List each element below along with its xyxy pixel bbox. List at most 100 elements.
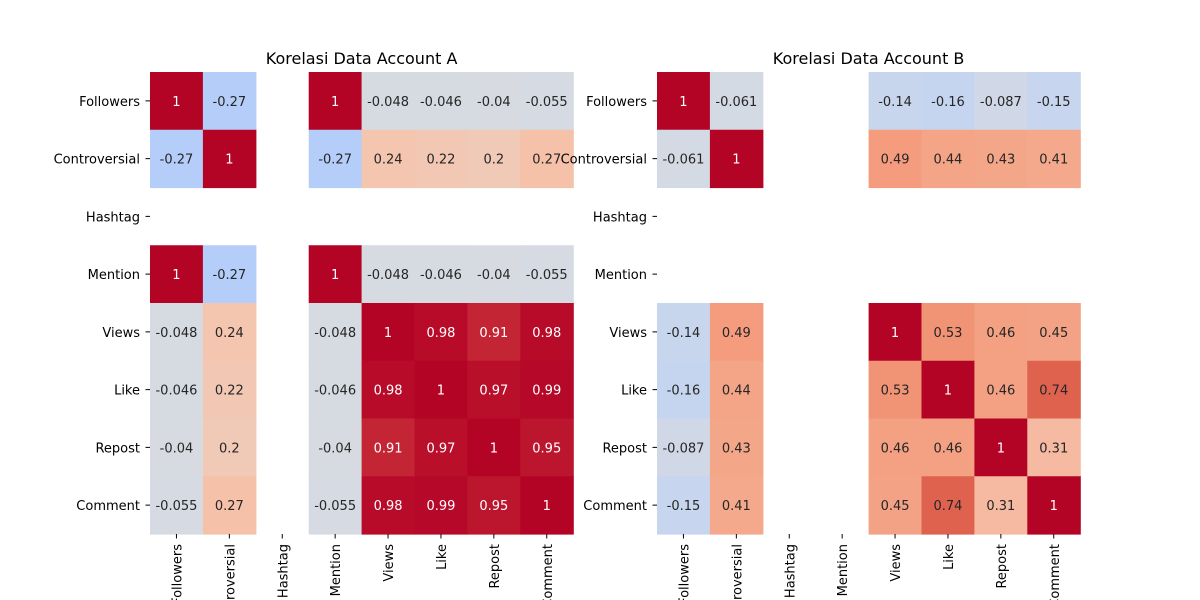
x-tick-label: Comment xyxy=(541,544,556,600)
heatmap-cell xyxy=(361,129,416,189)
heatmap-cell xyxy=(202,129,257,189)
cell-value-label: -0.27 xyxy=(213,95,247,110)
heatmap-cell xyxy=(657,360,711,420)
cell-value-label: 0.98 xyxy=(532,326,561,341)
cell-value-label: -0.14 xyxy=(878,95,912,110)
x-tick-label: Views xyxy=(382,544,397,582)
y-tick-label: Controversial xyxy=(54,153,140,168)
cell-value-label: -0.04 xyxy=(477,268,511,283)
heatmap-cell xyxy=(414,72,468,131)
heatmap-cell xyxy=(657,418,711,477)
heatmap-cell xyxy=(150,129,204,189)
heatmap-cell xyxy=(308,72,363,131)
cell-value-label: 1 xyxy=(331,95,339,110)
cell-value-label: 0.97 xyxy=(426,441,455,456)
heatmap-account-b: 1 -0.061 -0.14 -0.16 -0.087 -0.15 -0.061 1 0.49 0… xyxy=(561,49,1081,600)
cell-value-label: 1 xyxy=(172,268,180,283)
heatmap-cell xyxy=(308,245,363,304)
x-tick-label: Comment xyxy=(1048,544,1063,600)
y-tick-label: Followers xyxy=(586,95,647,110)
heatmap-cell xyxy=(467,418,521,477)
cell-value-label: 0.22 xyxy=(215,384,244,399)
cell-value-label: 1 xyxy=(732,153,740,168)
cell-value-label: -0.048 xyxy=(314,326,356,341)
cell-value-label: 1 xyxy=(172,95,180,110)
cell-value-label: 0.49 xyxy=(881,153,910,168)
heatmap-cell xyxy=(921,72,975,131)
y-tick-label: Repost xyxy=(602,441,647,456)
cell-value-label: 0.99 xyxy=(532,384,561,399)
heatmap-cell xyxy=(921,418,975,477)
heatmap-cell xyxy=(974,418,1028,477)
heatmap-cell xyxy=(308,129,363,189)
heatmap-cell xyxy=(361,245,416,304)
heatmap-cell xyxy=(150,360,204,420)
heatmap-cell xyxy=(921,476,975,535)
heatmap-cell xyxy=(467,72,521,131)
cell-value-label: 1 xyxy=(331,268,339,283)
heatmap-cell xyxy=(414,245,468,304)
cell-value-label: 0.27 xyxy=(215,499,244,514)
cell-value-label: -0.048 xyxy=(367,268,409,283)
x-tick-label: Like xyxy=(942,544,957,570)
cell-value-label: 0.74 xyxy=(1039,384,1068,399)
x-tick-label: Mention xyxy=(836,544,851,596)
heatmap-cell xyxy=(150,245,204,304)
cell-value-label: -0.04 xyxy=(318,441,352,456)
heatmap-cell xyxy=(974,476,1028,535)
y-tick-label: Like xyxy=(621,384,647,399)
cell-value-label: 0.24 xyxy=(374,153,403,168)
cell-value-label: -0.27 xyxy=(160,153,194,168)
y-tick-label: Mention xyxy=(595,268,647,283)
cell-value-label: 1 xyxy=(891,326,899,341)
heatmap-cell xyxy=(202,418,257,477)
heatmap-cell xyxy=(467,303,521,362)
cell-value-label: 0.98 xyxy=(374,384,403,399)
cell-value-label: 0.98 xyxy=(426,326,455,341)
chart-title: Korelasi Data Account B xyxy=(773,49,965,68)
heatmap-cell xyxy=(414,303,468,362)
cell-value-label: 0.95 xyxy=(532,441,561,456)
heatmap-cell xyxy=(1027,360,1081,420)
heatmap-cell xyxy=(308,303,363,362)
heatmap-cell xyxy=(414,129,468,189)
cell-value-label: 0.41 xyxy=(1039,153,1068,168)
y-tick-label: Hashtag xyxy=(86,210,140,225)
chart-title: Korelasi Data Account A xyxy=(266,49,458,68)
heatmap-cell xyxy=(974,303,1028,362)
cell-value-label: 0.31 xyxy=(986,499,1015,514)
cell-value-label: 0.44 xyxy=(722,384,751,399)
y-tick-label: Followers xyxy=(79,95,140,110)
heatmap-cell xyxy=(520,418,574,477)
y-tick-label: Hashtag xyxy=(593,210,647,225)
cell-value-label: 1 xyxy=(1050,499,1058,514)
heatmap-cell xyxy=(1027,476,1081,535)
heatmap-cell xyxy=(974,360,1028,420)
heatmap-cell xyxy=(657,303,711,362)
heatmap-cell xyxy=(868,129,923,189)
x-tick-label: Hashtag xyxy=(783,544,798,598)
cell-value-label: 0.27 xyxy=(532,153,561,168)
cell-value-label: -0.055 xyxy=(314,499,356,514)
cell-value-label: 1 xyxy=(437,384,445,399)
heatmap-cell xyxy=(467,476,521,535)
x-tick-label: Hashtag xyxy=(276,544,291,598)
heatmap-cell xyxy=(709,72,764,131)
heatmap-cell xyxy=(520,476,574,535)
x-tick-label: Repost xyxy=(995,544,1010,589)
x-tick-label: Views xyxy=(889,544,904,582)
heatmap-cell xyxy=(202,476,257,535)
cell-value-label: 1 xyxy=(679,95,687,110)
heatmap-cell xyxy=(921,129,975,189)
cell-value-label: 0.2 xyxy=(219,441,240,456)
cell-value-label: -0.048 xyxy=(367,95,409,110)
heatmap-cell xyxy=(868,303,923,362)
cell-value-label: -0.046 xyxy=(420,95,462,110)
cell-value-label: 1 xyxy=(997,441,1005,456)
heatmap-cell xyxy=(520,129,574,189)
heatmap-cell xyxy=(974,72,1028,131)
y-tick-label: Controversial xyxy=(561,153,647,168)
cell-value-label: 0.99 xyxy=(426,499,455,514)
heatmap-account-a: 1 -0.27 1 -0.048 -0.046 -0.04 -0.055 -0.27 1 -0.2… xyxy=(54,49,574,600)
cell-value-label: 0.53 xyxy=(933,326,962,341)
